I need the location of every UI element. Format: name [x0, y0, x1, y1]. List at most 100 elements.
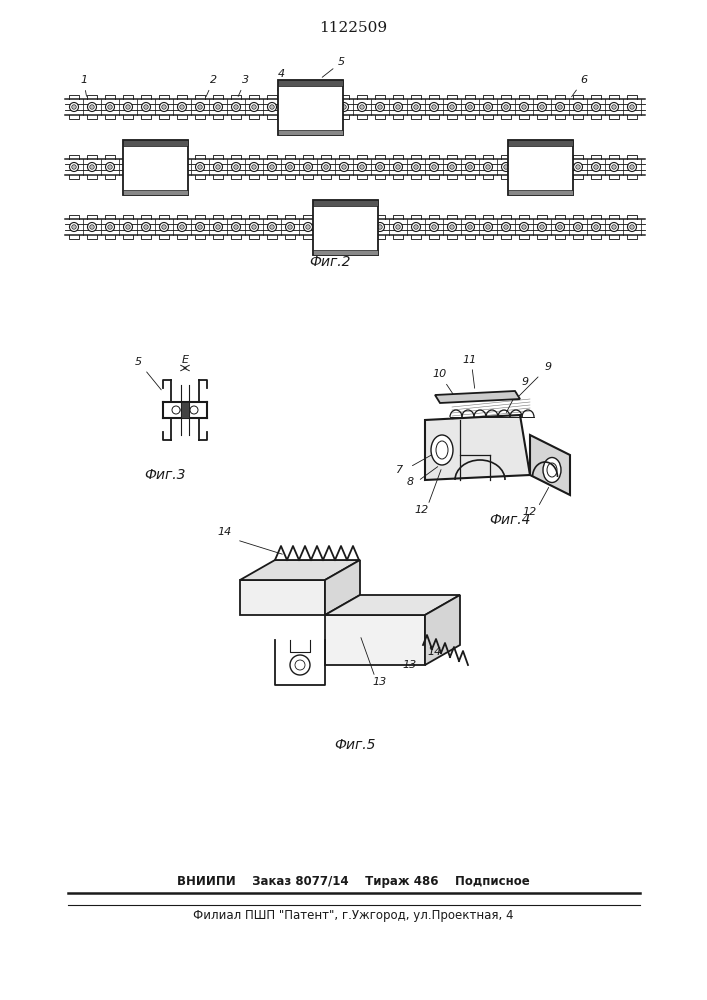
Text: ВНИИПИ    Заказ 8077/14    Тираж 486    Подписное: ВНИИПИ Заказ 8077/14 Тираж 486 Подписное — [177, 876, 530, 888]
Polygon shape — [325, 595, 460, 615]
Text: 11: 11 — [463, 355, 477, 365]
Circle shape — [558, 105, 562, 109]
Circle shape — [322, 162, 330, 172]
Circle shape — [522, 225, 526, 229]
Polygon shape — [240, 560, 360, 580]
Circle shape — [162, 105, 166, 109]
Bar — [312, 200, 378, 254]
Circle shape — [539, 225, 544, 229]
Circle shape — [286, 103, 295, 111]
Circle shape — [339, 103, 349, 111]
Circle shape — [537, 223, 547, 232]
Text: 8: 8 — [407, 477, 414, 487]
Circle shape — [411, 103, 421, 111]
Circle shape — [448, 103, 457, 111]
Circle shape — [324, 225, 328, 229]
Circle shape — [286, 162, 295, 172]
Circle shape — [504, 165, 508, 169]
Circle shape — [592, 162, 600, 172]
Circle shape — [180, 225, 185, 229]
Circle shape — [358, 103, 366, 111]
Text: 14: 14 — [218, 527, 232, 537]
Text: 5: 5 — [135, 357, 161, 390]
Circle shape — [196, 162, 204, 172]
Circle shape — [177, 223, 187, 232]
Bar — [508, 139, 573, 194]
Circle shape — [394, 223, 402, 232]
Bar — [312, 249, 378, 254]
Text: 5: 5 — [322, 57, 345, 77]
Circle shape — [107, 105, 112, 109]
Circle shape — [322, 103, 330, 111]
Bar — [122, 190, 187, 194]
Text: 3: 3 — [238, 75, 249, 96]
Circle shape — [501, 223, 510, 232]
Text: 7: 7 — [397, 465, 404, 475]
Text: 6: 6 — [572, 75, 587, 97]
Circle shape — [341, 225, 346, 229]
Circle shape — [144, 225, 148, 229]
Circle shape — [90, 105, 94, 109]
Circle shape — [177, 103, 187, 111]
Circle shape — [69, 162, 78, 172]
Circle shape — [573, 103, 583, 111]
Text: Фиг.4: Фиг.4 — [489, 513, 531, 527]
Circle shape — [124, 162, 132, 172]
Text: Фиг.2: Фиг.2 — [309, 255, 351, 269]
Circle shape — [360, 165, 364, 169]
Bar — [181, 402, 189, 418]
Circle shape — [216, 165, 221, 169]
Circle shape — [180, 105, 185, 109]
Circle shape — [198, 105, 202, 109]
Circle shape — [375, 162, 385, 172]
Circle shape — [286, 223, 295, 232]
Circle shape — [324, 105, 328, 109]
Circle shape — [594, 105, 598, 109]
Circle shape — [250, 103, 259, 111]
Text: 2: 2 — [206, 75, 217, 96]
Circle shape — [501, 162, 510, 172]
Circle shape — [124, 223, 132, 232]
Circle shape — [396, 165, 400, 169]
Circle shape — [609, 103, 619, 111]
Circle shape — [180, 165, 185, 169]
Circle shape — [429, 103, 438, 111]
Circle shape — [270, 105, 274, 109]
Circle shape — [465, 223, 474, 232]
Circle shape — [522, 105, 526, 109]
Circle shape — [468, 225, 472, 229]
Circle shape — [339, 162, 349, 172]
Circle shape — [628, 223, 636, 232]
Circle shape — [537, 103, 547, 111]
Bar — [278, 129, 342, 134]
Circle shape — [504, 225, 508, 229]
Text: 13: 13 — [403, 660, 417, 670]
Circle shape — [90, 165, 94, 169]
Circle shape — [214, 223, 223, 232]
Circle shape — [196, 223, 204, 232]
Circle shape — [484, 162, 493, 172]
Polygon shape — [435, 391, 520, 403]
Circle shape — [126, 105, 130, 109]
Text: 12: 12 — [415, 505, 429, 515]
Circle shape — [448, 223, 457, 232]
Circle shape — [90, 225, 94, 229]
Circle shape — [105, 103, 115, 111]
Circle shape — [396, 105, 400, 109]
Circle shape — [214, 162, 223, 172]
Circle shape — [252, 165, 256, 169]
Circle shape — [375, 223, 385, 232]
Circle shape — [484, 103, 493, 111]
Circle shape — [609, 162, 619, 172]
Text: 1122509: 1122509 — [319, 21, 387, 35]
Polygon shape — [325, 560, 360, 615]
Circle shape — [339, 223, 349, 232]
Circle shape — [288, 225, 292, 229]
Bar — [122, 139, 187, 194]
Circle shape — [414, 165, 419, 169]
Circle shape — [378, 105, 382, 109]
Circle shape — [486, 105, 490, 109]
Circle shape — [288, 165, 292, 169]
Text: 9: 9 — [544, 362, 551, 372]
Circle shape — [250, 223, 259, 232]
